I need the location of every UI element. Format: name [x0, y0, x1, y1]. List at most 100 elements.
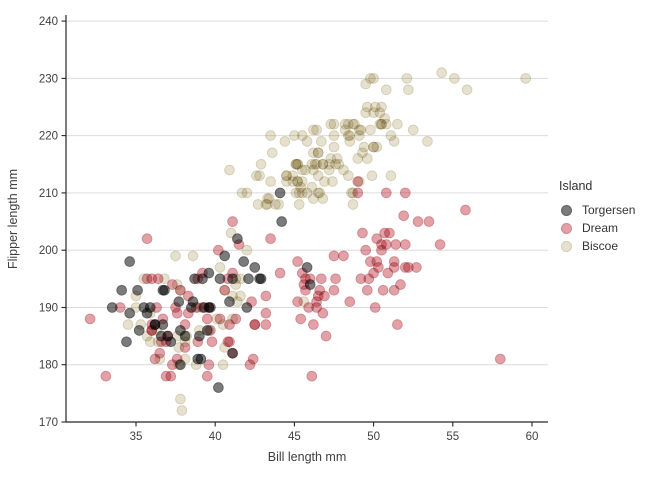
y-tick-label: 220	[39, 131, 58, 143]
data-point	[317, 193, 329, 204]
y-tick-label: 210	[39, 188, 58, 200]
data-point	[179, 336, 191, 348]
data-point	[360, 107, 372, 118]
data-point	[300, 273, 311, 285]
data-point	[290, 187, 302, 199]
data-point	[100, 370, 112, 382]
data-point	[154, 353, 166, 365]
data-point	[159, 285, 170, 296]
data-point	[203, 325, 215, 336]
data-point	[213, 244, 224, 256]
x-tick-label: 40	[209, 431, 222, 443]
data-point	[422, 136, 433, 147]
data-point	[213, 382, 224, 393]
data-point	[116, 285, 127, 296]
data-point	[520, 73, 532, 84]
data-point	[260, 307, 272, 319]
data-point	[354, 176, 365, 187]
data-point	[225, 227, 237, 239]
data-point	[130, 290, 142, 302]
data-point	[247, 353, 259, 365]
data-point	[403, 84, 414, 96]
data-point	[260, 290, 272, 302]
data-point	[214, 262, 226, 273]
data-point	[203, 359, 215, 371]
data-point	[317, 307, 329, 319]
data-point	[381, 239, 392, 250]
gridlines	[66, 20, 548, 423]
data-point	[233, 239, 245, 250]
data-point	[362, 153, 373, 164]
data-point	[160, 370, 172, 382]
data-point	[235, 290, 246, 302]
legend-title: Island	[559, 179, 593, 193]
data-point	[211, 313, 223, 325]
data-point	[255, 273, 267, 285]
data-point	[338, 164, 349, 176]
data-point	[292, 256, 303, 267]
legend: Island Torgersen Dream Biscoe	[559, 179, 635, 255]
data-point	[346, 187, 357, 199]
data-point	[276, 216, 288, 227]
data-point	[202, 370, 213, 382]
data-point	[392, 118, 403, 130]
data-point	[292, 159, 303, 170]
data-point	[363, 273, 375, 285]
data-point	[371, 256, 383, 267]
data-point	[398, 210, 410, 222]
data-point	[217, 359, 229, 371]
data-point	[238, 256, 249, 267]
data-point	[246, 296, 257, 308]
data-point	[145, 336, 156, 348]
points-layer	[84, 67, 532, 416]
data-point	[400, 187, 411, 199]
data-point	[265, 233, 276, 244]
data-point	[241, 244, 253, 256]
data-point	[235, 273, 246, 285]
data-point	[130, 302, 142, 313]
data-point	[401, 73, 413, 84]
data-point	[371, 233, 383, 244]
data-point	[274, 267, 286, 279]
legend-swatch-dream	[561, 222, 572, 234]
data-point	[344, 296, 356, 308]
data-point	[187, 250, 199, 262]
data-point	[249, 262, 261, 273]
data-point	[249, 319, 261, 330]
data-point	[403, 262, 414, 273]
data-point	[330, 273, 341, 285]
data-point	[407, 124, 419, 136]
x-tick-label: 45	[288, 431, 301, 443]
data-point	[358, 141, 370, 153]
data-point	[382, 267, 394, 279]
data-point	[390, 239, 402, 250]
data-point	[338, 250, 349, 262]
legend-swatch-torgersen	[561, 204, 572, 216]
x-tick-label: 35	[130, 431, 143, 443]
legend-label-biscoe: Biscoe	[582, 239, 619, 253]
data-point	[460, 204, 471, 216]
data-point	[320, 330, 332, 342]
data-point	[349, 118, 360, 130]
data-point	[176, 405, 188, 416]
data-point	[392, 319, 403, 330]
data-point	[357, 227, 368, 239]
data-point	[347, 199, 359, 210]
data-point	[449, 73, 460, 84]
data-point	[328, 141, 340, 153]
data-point	[495, 353, 506, 365]
data-point	[194, 325, 205, 336]
data-point	[298, 296, 310, 308]
data-point	[171, 330, 183, 342]
data-point	[385, 170, 397, 181]
data-point	[368, 141, 379, 153]
y-tick-label: 200	[39, 245, 58, 257]
data-point	[434, 239, 446, 250]
data-point	[135, 319, 147, 330]
data-point	[157, 313, 169, 325]
data-point	[360, 78, 372, 90]
y-tick-label: 240	[39, 16, 58, 28]
data-point	[436, 67, 448, 78]
data-point	[260, 319, 272, 330]
